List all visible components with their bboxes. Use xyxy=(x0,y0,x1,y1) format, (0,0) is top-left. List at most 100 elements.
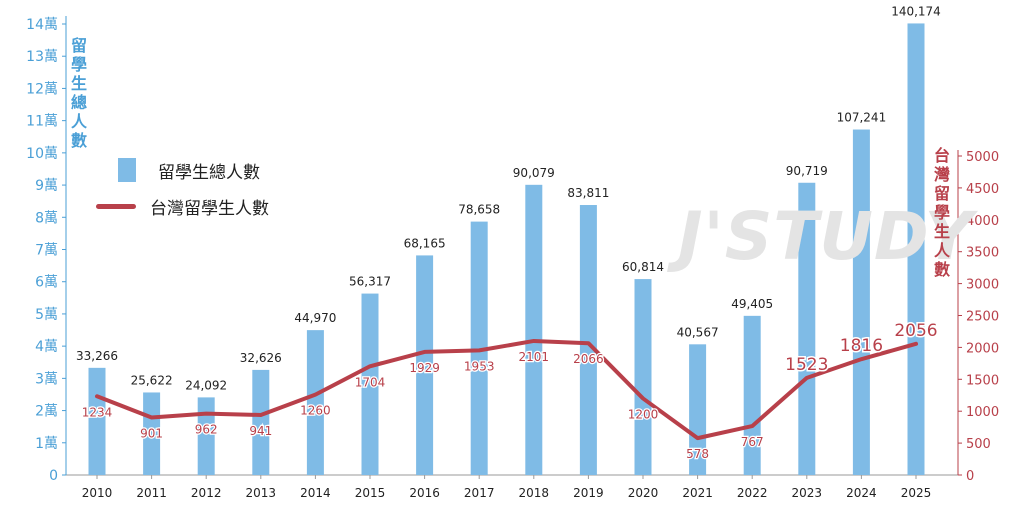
left-axis-tick-label: 8萬 xyxy=(35,210,58,226)
left-axis-title: 留學生總人數 xyxy=(70,36,87,150)
x-axis-tick-label: 2023 xyxy=(792,486,823,500)
right-axis-tick-label: 500 xyxy=(966,437,991,452)
right-axis-tick-label: 1500 xyxy=(966,373,999,388)
line-point-label: 941 xyxy=(249,424,272,438)
x-axis-tick-label: 2016 xyxy=(409,486,440,500)
bar-value-label: 25,622 xyxy=(131,373,173,387)
right-axis-tick-label: 4000 xyxy=(966,214,999,229)
bar-value-label: 33,266 xyxy=(76,349,118,363)
line-point-label: 1816 xyxy=(840,336,883,356)
line-point-label: 1704 xyxy=(355,375,386,389)
x-axis-tick-label: 2010 xyxy=(82,486,113,500)
x-axis-tick-label: 2022 xyxy=(737,486,768,500)
bar xyxy=(798,182,816,475)
bar-value-label: 68,165 xyxy=(404,236,446,250)
x-axis-tick-label: 2021 xyxy=(682,486,713,500)
bar xyxy=(143,392,161,475)
left-axis-tick-label: 12萬 xyxy=(26,81,58,97)
bar-value-label: 90,719 xyxy=(786,164,828,178)
bar xyxy=(306,330,324,475)
bar xyxy=(852,129,870,476)
bar-value-label: 56,317 xyxy=(349,275,391,289)
left-axis-tick-label: 2萬 xyxy=(35,404,58,420)
line-point-label: 901 xyxy=(140,427,163,441)
x-axis-tick-label: 2011 xyxy=(136,486,167,500)
bar-value-label: 32,626 xyxy=(240,351,282,365)
x-axis-tick-label: 2014 xyxy=(300,486,331,500)
line-point-label: 2101 xyxy=(519,350,550,364)
line-point-label: 1200 xyxy=(628,407,659,421)
bar-value-label: 83,811 xyxy=(567,186,609,200)
bar-value-label: 107,241 xyxy=(837,111,887,125)
bar xyxy=(579,205,597,475)
bar xyxy=(689,344,707,475)
line-point-label: 1953 xyxy=(464,359,495,373)
bar xyxy=(525,184,543,475)
x-axis-tick-label: 2019 xyxy=(573,486,604,500)
legend: 留學生總人數 台灣留學生人數 xyxy=(96,152,269,224)
legend-line-label: 台灣留學生人數 xyxy=(150,198,269,219)
right-axis-tick-label: 1000 xyxy=(966,405,999,420)
bar-value-label: 140,174 xyxy=(891,4,941,18)
bar-value-label: 78,658 xyxy=(458,203,500,217)
right-axis-tick-label: 5000 xyxy=(966,150,999,165)
right-axis-title: 台灣留學生人數 xyxy=(933,146,950,279)
x-axis-tick-label: 2015 xyxy=(355,486,386,500)
watermark-logo: J'STUDY xyxy=(678,198,974,275)
left-axis-tick-label: 9萬 xyxy=(35,178,58,194)
left-axis-tick-label: 14萬 xyxy=(26,17,58,33)
legend-item-bar: 留學生總人數 xyxy=(96,152,269,188)
line-point-label: 767 xyxy=(741,435,764,449)
bar xyxy=(907,23,925,475)
bar xyxy=(361,293,379,475)
left-axis-tick-label: 13萬 xyxy=(26,49,58,65)
line-point-label: 962 xyxy=(195,423,218,437)
left-axis-tick-label: 10萬 xyxy=(26,146,58,162)
line-point-label: 1523 xyxy=(785,355,828,375)
bar-value-label: 60,814 xyxy=(622,260,664,274)
left-axis-tick-label: 7萬 xyxy=(35,243,58,259)
right-axis-tick-label: 4500 xyxy=(966,182,999,197)
line-point-label: 1260 xyxy=(300,404,331,418)
line-point-label: 578 xyxy=(686,447,709,461)
bar xyxy=(634,279,652,475)
bar xyxy=(743,315,761,475)
left-axis-tick-label: 3萬 xyxy=(35,371,58,387)
bar-value-label: 49,405 xyxy=(731,297,773,311)
left-axis-tick-label: 5萬 xyxy=(35,307,58,323)
bar-value-label: 44,970 xyxy=(294,311,336,325)
legend-item-line: 台灣留學生人數 xyxy=(96,188,269,224)
line-point-label: 1929 xyxy=(409,361,440,375)
line-series xyxy=(95,338,918,441)
x-axis-tick-label: 2017 xyxy=(464,486,495,500)
bar xyxy=(88,367,106,475)
x-axis-tick-label: 2013 xyxy=(246,486,277,500)
x-axis-tick-label: 2020 xyxy=(628,486,659,500)
bar-value-label: 40,567 xyxy=(677,325,719,339)
right-axis-tick-label: 2000 xyxy=(966,341,999,356)
legend-bar-label: 留學生總人數 xyxy=(158,162,260,183)
bar-value-label: 24,092 xyxy=(185,378,227,392)
right-axis-tick-label: 3500 xyxy=(966,246,999,261)
line-point-label: 1234 xyxy=(82,405,113,419)
x-axis-tick-label: 2018 xyxy=(519,486,550,500)
x-axis-tick-label: 2025 xyxy=(901,486,932,500)
legend-bar-swatch xyxy=(118,158,136,182)
right-axis-tick-label: 0 xyxy=(966,469,974,484)
x-axis-tick-label: 2012 xyxy=(191,486,222,500)
bar xyxy=(470,221,488,475)
line-point-label: 2066 xyxy=(573,352,604,366)
right-axis-tick-label: 3000 xyxy=(966,278,999,293)
bar xyxy=(252,369,270,475)
bar xyxy=(197,397,215,475)
x-axis-tick-label: 2024 xyxy=(846,486,877,500)
left-axis-tick-label: 11萬 xyxy=(26,114,58,130)
legend-line-swatch xyxy=(96,203,136,209)
left-axis-tick-label: 0 xyxy=(49,468,58,484)
bar-value-label: 90,079 xyxy=(513,166,555,180)
left-axis-tick-label: 1萬 xyxy=(35,436,58,452)
left-axis-tick-label: 6萬 xyxy=(35,275,58,291)
left-axis-tick-label: 4萬 xyxy=(35,339,58,355)
line-point-label: 2056 xyxy=(894,321,937,341)
